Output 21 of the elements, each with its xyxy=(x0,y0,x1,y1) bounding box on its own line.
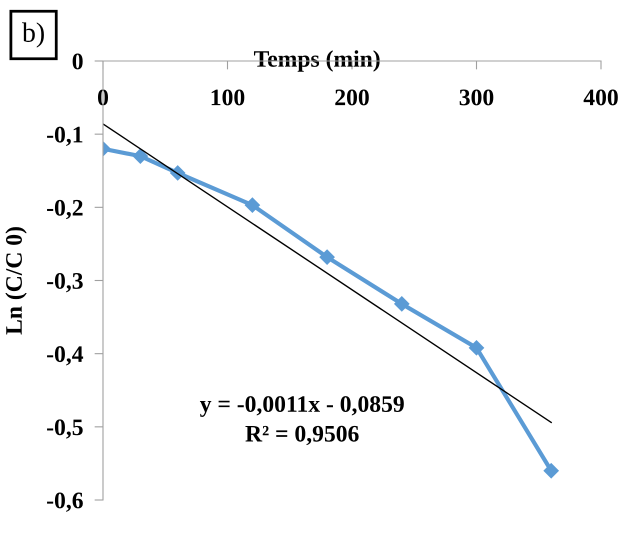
y-tick-label: 0 xyxy=(72,53,83,70)
point xyxy=(132,148,148,164)
text: b) xyxy=(22,22,44,48)
x-tick-label: 300 xyxy=(460,89,494,106)
y-tick-label: -0,6 xyxy=(47,492,83,512)
point xyxy=(544,463,559,478)
y-tick-label: -0,4 xyxy=(47,346,84,366)
point xyxy=(244,198,260,213)
x-tick-label: 200 xyxy=(335,89,369,106)
y-tick-label: -0,3 xyxy=(47,272,83,292)
x-tick-label: 100 xyxy=(212,89,244,106)
y-tick-label: -0,5 xyxy=(47,419,83,439)
point xyxy=(320,250,335,265)
y-tick-label: -0,2 xyxy=(47,200,83,220)
point xyxy=(468,340,484,356)
x-tick-label: 0 xyxy=(98,89,108,106)
annotation: y = -0,0011x - 0,0859 R² = 0,9506 xyxy=(200,396,404,446)
x-tick-label: 400 xyxy=(584,89,618,106)
y-tick-label: -0,1 xyxy=(47,126,82,146)
y-axis-title: Ln (C/C 0) xyxy=(5,227,27,335)
point xyxy=(394,296,410,312)
